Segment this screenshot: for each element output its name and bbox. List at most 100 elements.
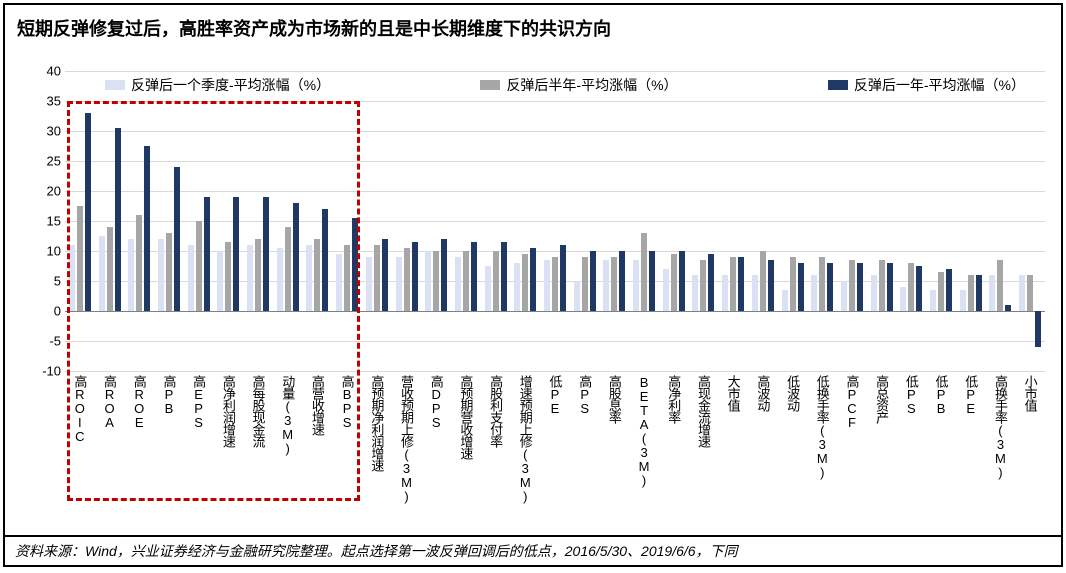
bar [946,269,952,311]
x-tick-label: BETA(3M) [637,375,652,487]
bar [887,263,893,311]
bar [1027,275,1033,311]
gridline [65,371,1045,372]
y-tick-label: -5 [25,334,61,349]
bar [841,281,847,311]
bar [641,233,647,311]
bar [671,254,677,311]
bar [412,242,418,311]
bar [188,245,194,311]
bar [255,239,261,311]
legend-label: 反弹后一个季度-平均涨幅（%） [131,75,330,95]
legend-swatch [828,80,848,90]
bar [976,275,982,311]
x-tick-label: 营收预期上修(3M) [397,375,416,503]
x-tick-label: 高波动 [753,375,772,411]
x-tick-label: 高总资产 [872,375,891,423]
bar [730,257,736,311]
y-tick-label: 5 [25,274,61,289]
bar [849,260,855,311]
bar [99,236,105,311]
bar [916,266,922,311]
bar [798,263,804,311]
x-tick-label: 高净利润增速 [219,375,238,447]
gridline [65,191,1045,192]
y-tick-label: 25 [25,154,61,169]
bar [85,113,91,311]
bar [514,263,520,311]
bar [611,257,617,311]
x-tick-label: 动量(3M) [278,375,297,455]
bar [425,251,431,311]
bar [225,242,231,311]
bar [819,257,825,311]
x-tick-label: 高DPS [427,375,446,429]
legend-swatch [105,80,125,90]
bar [708,254,714,311]
y-tick-label: 15 [25,214,61,229]
bar [136,215,142,311]
bar [471,242,477,311]
legend-label: 反弹后一年-平均涨幅（%） [854,75,1025,95]
bar [485,266,491,311]
plot [65,71,1045,371]
gridline [65,101,1045,102]
bar [989,275,995,311]
x-tick-label: 高PCF [842,375,861,429]
bar [366,257,372,311]
y-tick-label: -10 [25,364,61,379]
bar [722,275,728,311]
x-tick-label: 高ROIC [70,375,89,443]
bar [144,146,150,311]
bar [938,272,944,311]
x-tick-label: 高预期净利润增速 [367,375,386,471]
bar [827,263,833,311]
bar [1035,311,1041,347]
bar [158,239,164,311]
bar [700,260,706,311]
bar [633,260,639,311]
bar [493,251,499,311]
gridline [65,341,1045,342]
bar [619,251,625,311]
bar [128,239,134,311]
y-tick-label: 35 [25,94,61,109]
legend: 反弹后一个季度-平均涨幅（%）反弹后半年-平均涨幅（%）反弹后一年-平均涨幅（%… [105,75,1025,95]
gridline [65,251,1045,252]
x-tick-label: 高BPS [338,375,357,429]
x-tick-label: 高换手率(3M) [991,375,1010,479]
bar [649,251,655,311]
bar [871,275,877,311]
gridline [65,71,1045,72]
bar [285,227,291,311]
x-tick-label: 低PB [932,375,951,415]
bar [441,239,447,311]
bar [603,260,609,311]
bar [530,248,536,311]
gridline [65,161,1045,162]
x-tick-label: 低换手率(3M) [813,375,832,479]
bar [336,254,342,311]
footer-source: 资料来源：Wind，兴业证券经济与金融研究院整理。起点选择第一波反弹回调后的低点… [5,535,1061,565]
y-tick-label: 40 [25,64,61,79]
bar [396,257,402,311]
bar [501,242,507,311]
chart-container: 短期反弹修复过后，高胜率资产成为市场新的且是中长期维度下的共识方向 -10-50… [3,3,1063,567]
bar [463,251,469,311]
bar [663,269,669,311]
bar [277,248,283,311]
bar [811,275,817,311]
bar [760,251,766,311]
x-tick-label: 高EPS [189,375,208,429]
x-tick-label: 高净利率 [664,375,683,423]
x-axis-labels: 高ROIC高ROA高ROE高PB高EPS高净利润增速高每股现金流动量(3M)高营… [65,375,1045,535]
y-tick-label: 0 [25,304,61,319]
bar [382,239,388,311]
y-tick-label: 10 [25,244,61,259]
bar [552,257,558,311]
x-tick-label: 低PS [902,375,921,415]
bar [930,290,936,311]
bar [433,251,439,311]
bar [263,197,269,311]
bar [1019,275,1025,311]
